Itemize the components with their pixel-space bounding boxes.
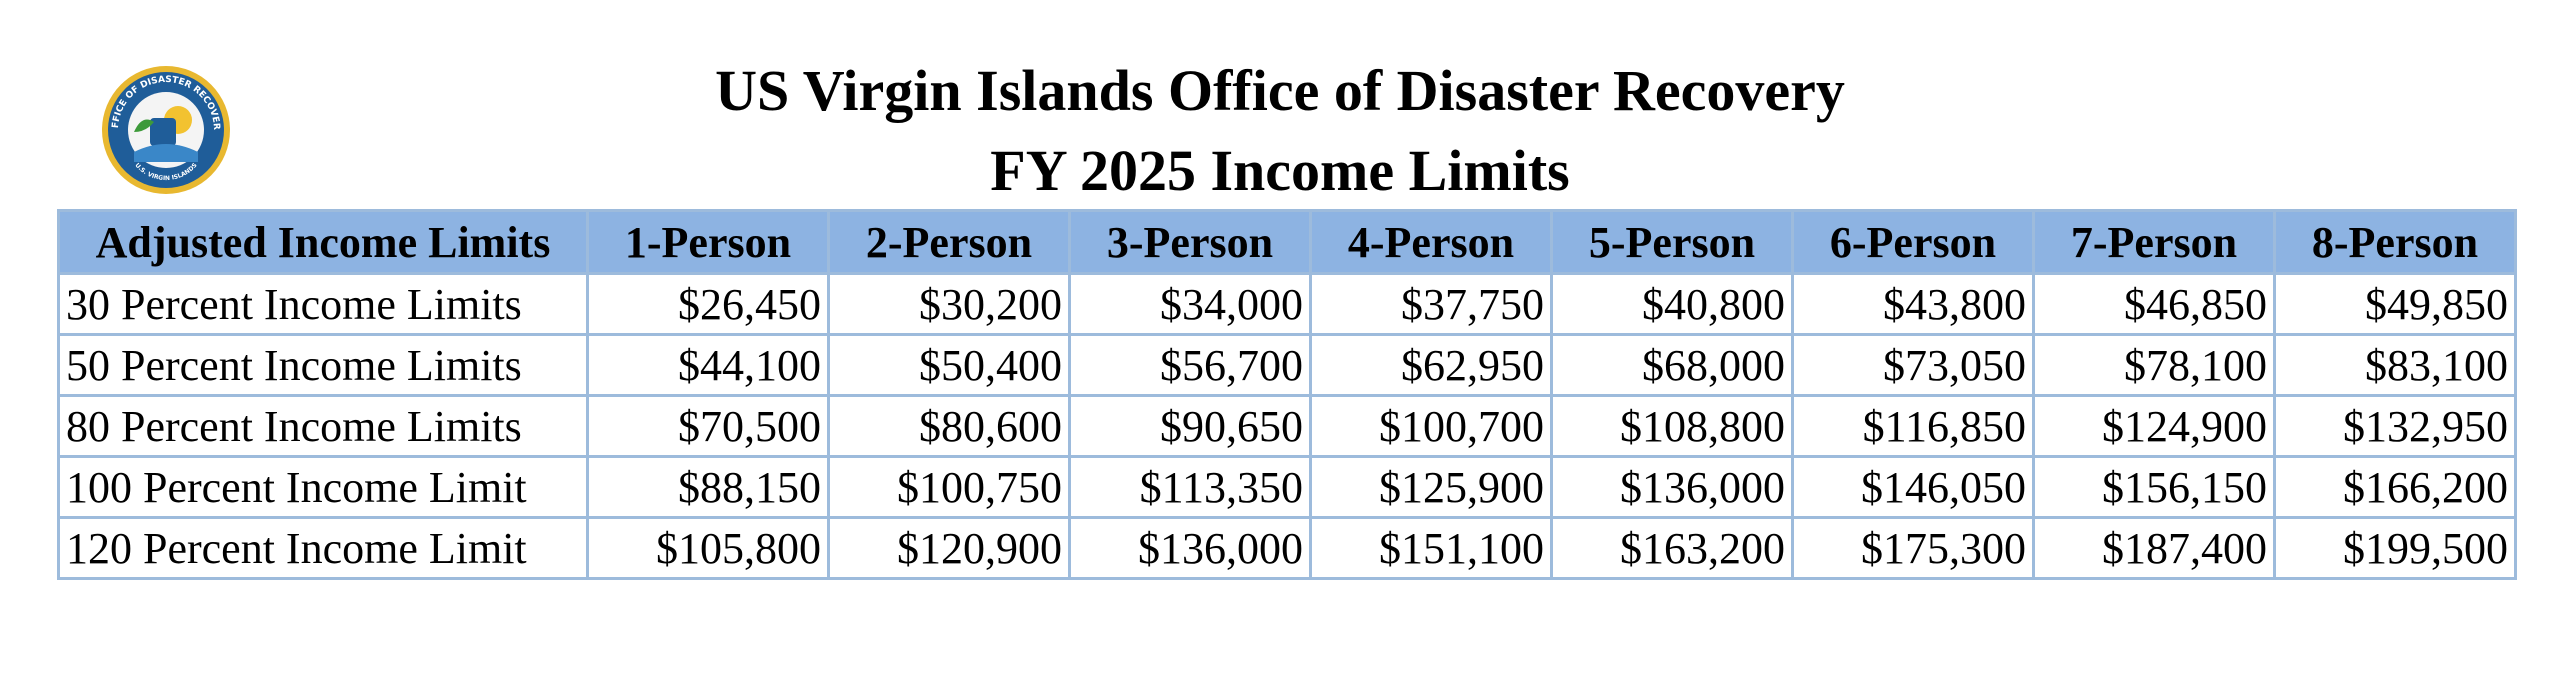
cell: $124,900 — [2032, 394, 2276, 458]
cell: $40,800 — [1550, 272, 1794, 336]
title: US Virgin Islands Office of Disaster Rec… — [715, 58, 1845, 123]
table-row: 80 Percent Income Limits $70,500 $80,600 $9… — [57, 394, 2517, 458]
cell: $26,450 — [586, 272, 830, 336]
cell: $37,750 — [1309, 272, 1553, 336]
cell: $175,300 — [1791, 516, 2035, 580]
table-row: 100 Percent Income Limit $88,150 $100,750 $… — [57, 455, 2517, 519]
column-header: 7-Person — [2032, 209, 2276, 275]
cell: $90,650 — [1068, 394, 1312, 458]
table-row: 120 Percent Income Limit $105,800 $120,900… — [57, 516, 2517, 580]
column-header: 6-Person — [1791, 209, 2035, 275]
cell: $113,350 — [1068, 455, 1312, 519]
cell: $166,200 — [2273, 455, 2517, 519]
cell: $62,950 — [1309, 333, 1553, 397]
cell: $78,100 — [2032, 333, 2276, 397]
table-row: 50 Percent Income Limits $44,100 $50,400 $5… — [57, 333, 2517, 397]
income-table: Adjusted Income Limits 1-Person 2-Person 3-… — [57, 209, 2517, 580]
column-header: 4-Person — [1309, 209, 1553, 275]
cell: $163,200 — [1550, 516, 1794, 580]
water — [134, 144, 198, 162]
cell: $125,900 — [1309, 455, 1553, 519]
cell: $100,700 — [1309, 394, 1553, 458]
row-label: 100 Percent Income Limit — [57, 455, 589, 519]
subtitle: FY 2025 Income Limits — [990, 138, 1570, 203]
row-label: 120 Percent Income Limit — [57, 516, 589, 580]
cell: $73,050 — [1791, 333, 2035, 397]
column-header: 2-Person — [827, 209, 1071, 275]
column-header: 8-Person — [2273, 209, 2517, 275]
cell: $132,950 — [2273, 394, 2517, 458]
cell: $30,200 — [827, 272, 1071, 336]
cell: $116,850 — [1791, 394, 2035, 458]
cell: $43,800 — [1791, 272, 2035, 336]
cell: $49,850 — [2273, 272, 2517, 336]
column-header: 5-Person — [1550, 209, 1794, 275]
cell: $46,850 — [2032, 272, 2276, 336]
column-header: 1-Person — [586, 209, 830, 275]
cell: $83,100 — [2273, 333, 2517, 397]
cell: $120,900 — [827, 516, 1071, 580]
cell: $44,100 — [586, 333, 830, 397]
shield — [150, 118, 176, 146]
logo: OFFICE OF DISASTER RECOVERY U.S. VIRGIN … — [98, 62, 230, 194]
column-header: 3-Person — [1068, 209, 1312, 275]
cell: $199,500 — [2273, 516, 2517, 580]
cell: $50,400 — [827, 333, 1071, 397]
row-label: 80 Percent Income Limits — [57, 394, 589, 458]
column-header: Adjusted Income Limits — [57, 209, 589, 275]
cell: $70,500 — [586, 394, 830, 458]
cell: $68,000 — [1550, 333, 1794, 397]
cell: $80,600 — [827, 394, 1071, 458]
row-label: 50 Percent Income Limits — [57, 333, 589, 397]
cell: $136,000 — [1068, 516, 1312, 580]
cell: $100,750 — [827, 455, 1071, 519]
cell: $34,000 — [1068, 272, 1312, 336]
cell: $56,700 — [1068, 333, 1312, 397]
cell: $105,800 — [586, 516, 830, 580]
table-row: 30 Percent Income Limits $26,450 $30,200 $3… — [57, 272, 2517, 336]
cell: $146,050 — [1791, 455, 2035, 519]
row-label: 30 Percent Income Limits — [57, 272, 589, 336]
cell: $156,150 — [2032, 455, 2276, 519]
header-row: Adjusted Income Limits 1-Person 2-Person 3-… — [57, 209, 2517, 275]
cell: $88,150 — [586, 455, 830, 519]
leaf — [134, 119, 154, 132]
cell: $108,800 — [1550, 394, 1794, 458]
cell: $151,100 — [1309, 516, 1553, 580]
cell: $136,000 — [1550, 455, 1794, 519]
cell: $187,400 — [2032, 516, 2276, 580]
